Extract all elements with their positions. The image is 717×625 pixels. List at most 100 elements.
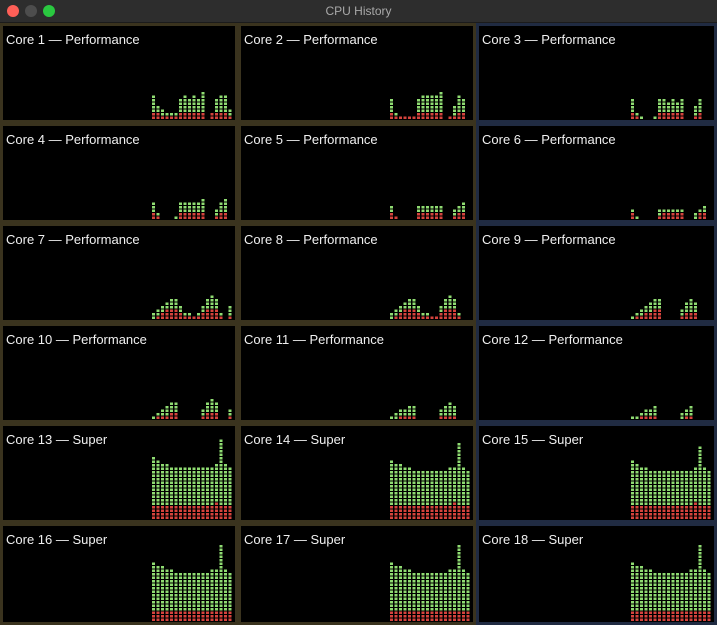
user-load-segment	[680, 580, 684, 583]
user-load-segment	[179, 99, 182, 102]
user-load-segment	[417, 474, 420, 477]
system-load-segment	[179, 615, 182, 618]
system-load-segment	[170, 413, 173, 416]
usage-bar	[644, 409, 648, 419]
user-load-segment	[466, 601, 470, 604]
user-load-segment	[635, 481, 639, 484]
usage-bar	[707, 573, 711, 621]
system-load-segment	[224, 513, 227, 516]
user-load-segment	[197, 495, 200, 498]
usage-bar	[462, 569, 465, 621]
system-load-segment	[170, 116, 173, 119]
close-window-button[interactable]	[7, 5, 19, 17]
core-label: Core 10 — Performance	[6, 332, 147, 347]
user-load-segment	[689, 573, 693, 576]
user-load-segment	[224, 488, 227, 491]
user-load-segment	[466, 597, 470, 600]
usage-bar	[188, 99, 191, 119]
user-load-segment	[635, 576, 639, 579]
user-load-segment	[170, 402, 173, 405]
user-load-segment	[680, 492, 684, 495]
system-load-segment	[658, 611, 661, 614]
usage-bar	[170, 569, 173, 621]
user-load-segment	[635, 499, 639, 502]
usage-bar	[640, 116, 643, 119]
user-load-segment	[174, 608, 178, 611]
system-load-segment	[703, 216, 706, 219]
user-load-segment	[685, 309, 688, 312]
system-load-segment	[412, 506, 416, 509]
system-load-segment	[206, 316, 209, 319]
usage-bar	[165, 569, 169, 621]
user-load-segment	[631, 416, 634, 419]
user-load-segment	[152, 587, 155, 590]
system-load-segment	[462, 516, 465, 519]
user-load-segment	[152, 608, 155, 611]
user-load-segment	[707, 601, 711, 604]
user-load-segment	[667, 495, 670, 498]
system-load-segment	[698, 615, 702, 618]
user-load-segment	[156, 309, 160, 312]
usage-bar	[698, 545, 702, 621]
user-load-segment	[698, 545, 702, 548]
system-load-segment	[408, 615, 411, 618]
usage-bar	[430, 471, 434, 519]
user-load-segment	[161, 409, 164, 412]
user-load-segment	[631, 460, 634, 463]
user-load-segment	[448, 594, 452, 597]
system-load-segment	[224, 113, 227, 116]
zoom-window-button[interactable]	[43, 5, 55, 17]
user-load-segment	[197, 590, 200, 593]
system-load-segment	[179, 618, 182, 621]
user-load-segment	[658, 495, 661, 498]
user-load-segment	[201, 597, 205, 600]
user-load-segment	[417, 594, 420, 597]
system-load-segment	[685, 615, 688, 618]
user-load-segment	[662, 583, 666, 586]
user-load-segment	[439, 306, 443, 309]
minimize-window-button[interactable]	[25, 5, 37, 17]
usage-bar	[399, 306, 402, 319]
usage-bar	[435, 573, 438, 621]
user-load-segment	[421, 590, 425, 593]
user-load-segment	[698, 492, 702, 495]
user-load-segment	[671, 604, 675, 607]
user-load-segment	[403, 413, 407, 416]
user-load-segment	[201, 583, 205, 586]
user-load-segment	[179, 471, 182, 474]
user-load-segment	[439, 109, 443, 112]
system-load-segment	[408, 313, 411, 316]
usage-bar	[631, 460, 634, 519]
system-load-segment	[192, 216, 196, 219]
system-load-segment	[403, 509, 407, 512]
user-load-segment	[408, 604, 411, 607]
user-load-segment	[408, 299, 411, 302]
user-load-segment	[224, 209, 227, 212]
user-load-segment	[444, 481, 447, 484]
user-load-segment	[206, 594, 209, 597]
system-load-segment	[466, 509, 470, 512]
usage-bar	[403, 467, 407, 519]
user-load-segment	[156, 576, 160, 579]
user-load-segment	[421, 502, 425, 505]
user-load-segment	[183, 499, 187, 502]
system-load-segment	[658, 116, 661, 119]
user-load-segment	[417, 488, 420, 491]
system-load-segment	[448, 316, 452, 319]
user-load-segment	[412, 302, 416, 305]
user-load-segment	[662, 576, 666, 579]
user-load-segment	[698, 573, 702, 576]
user-load-segment	[215, 499, 218, 502]
system-load-segment	[399, 611, 402, 614]
user-load-segment	[644, 604, 648, 607]
user-load-segment	[435, 478, 438, 481]
system-load-segment	[390, 513, 393, 516]
user-load-segment	[152, 457, 155, 460]
user-load-segment	[698, 109, 702, 112]
user-load-segment	[444, 492, 447, 495]
user-load-segment	[399, 587, 402, 590]
user-load-segment	[658, 481, 661, 484]
user-load-segment	[698, 590, 702, 593]
user-load-segment	[703, 604, 706, 607]
user-load-segment	[457, 604, 461, 607]
